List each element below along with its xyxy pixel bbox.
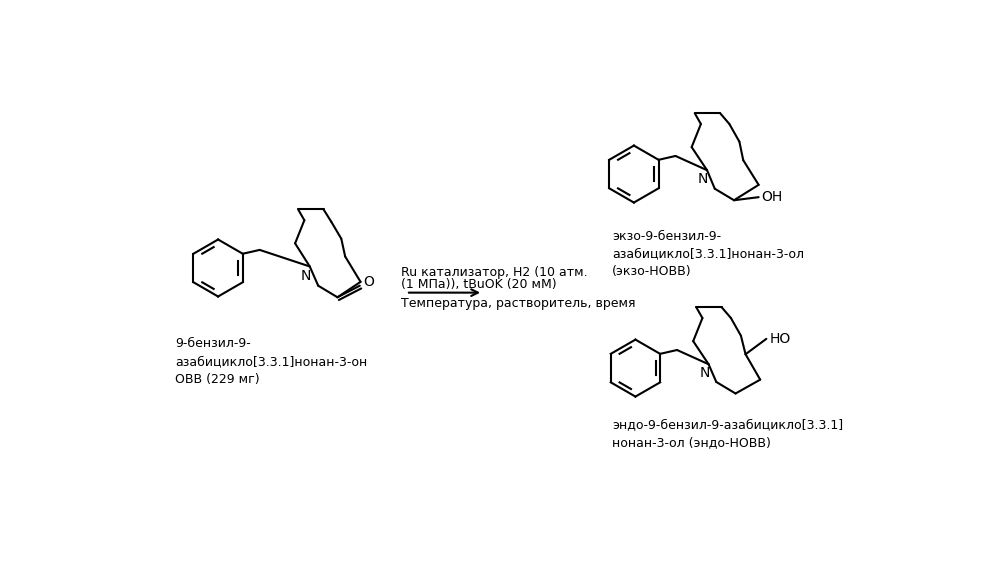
Text: HO: HO [769, 332, 790, 346]
Text: (1 МПа)), tBuOK (20 мМ): (1 МПа)), tBuOK (20 мМ) [400, 278, 556, 291]
Text: 9-бензил-9-
азабицикло[3.3.1]нонан-3-он
ОВВ (229 мг): 9-бензил-9- азабицикло[3.3.1]нонан-3-он … [175, 337, 367, 386]
Text: N: N [698, 172, 709, 186]
Text: N: N [700, 367, 710, 380]
Text: Температура, растворитель, время: Температура, растворитель, время [400, 297, 635, 310]
Text: Ru катализатор, H2 (10 атм.: Ru катализатор, H2 (10 атм. [400, 267, 587, 280]
Text: OH: OH [761, 190, 783, 204]
Text: экзо-9-бензил-9-
азабицикло[3.3.1]нонан-3-ол
(экзо-НОВВ): экзо-9-бензил-9- азабицикло[3.3.1]нонан-… [613, 229, 804, 279]
Text: эндо-9-бензил-9-азабицикло[3.3.1]
нонан-3-ол (эндо-НОВВ): эндо-9-бензил-9-азабицикло[3.3.1] нонан-… [613, 418, 843, 449]
Text: O: O [363, 275, 374, 289]
Text: N: N [300, 269, 311, 282]
